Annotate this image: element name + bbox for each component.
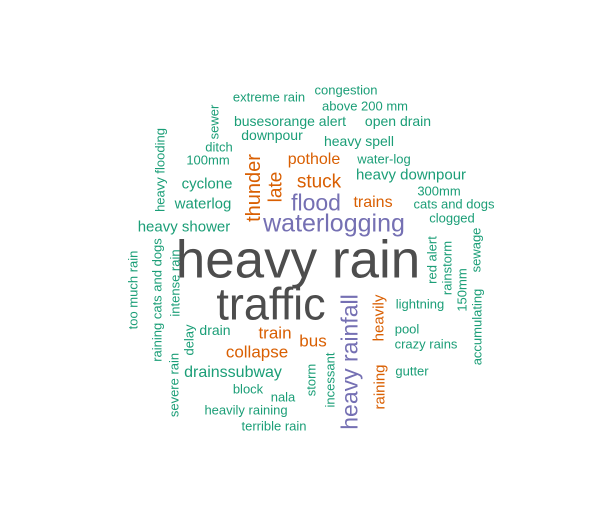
word-heavy-rain: heavy rain: [175, 230, 421, 290]
word-delay: delay: [181, 324, 197, 356]
word-train: train: [258, 323, 292, 343]
word-waterlog: waterlog: [174, 195, 232, 213]
word-waterlogging: waterlogging: [263, 209, 405, 238]
word-heavy-shower: heavy shower: [137, 218, 231, 236]
word-100mm: 100mm: [186, 152, 230, 168]
word-incessant: incessant: [322, 352, 338, 408]
word-severe-rain: severe rain: [166, 352, 182, 418]
word-raining: raining: [371, 364, 389, 410]
word-ditch: ditch: [205, 139, 233, 155]
word-raining-cats-and-dogs: raining cats and dogs: [149, 238, 165, 362]
word-water-log: water-log: [357, 151, 411, 167]
word-downpour: downpour: [241, 127, 303, 143]
word-too-much-rain: too much rain: [125, 250, 141, 330]
word-heavily-raining: heavily raining: [204, 402, 288, 418]
word-gutter: gutter: [395, 363, 429, 379]
word-late: late: [265, 171, 287, 203]
word-congestion: congestion: [314, 82, 378, 98]
word-bus: bus: [299, 331, 327, 351]
word-cats-and-dogs: cats and dogs: [413, 196, 495, 212]
word-crazy-rains: crazy rains: [394, 336, 458, 352]
word-block: block: [232, 381, 264, 397]
word-busesorange-alert: busesorange alert: [233, 113, 347, 129]
word-nala: nala: [270, 389, 296, 405]
word-300mm: 300mm: [417, 183, 461, 199]
word-terrible-rain: terrible rain: [241, 418, 307, 434]
word-storm: storm: [303, 363, 319, 397]
word-drain: drain: [199, 322, 231, 338]
word-rainstorm: rainstorm: [439, 240, 455, 296]
word-clogged: clogged: [429, 210, 475, 226]
word-flood: flood: [291, 189, 341, 216]
word-red-alert: red alert: [424, 236, 440, 284]
word-pool: pool: [394, 321, 420, 337]
word-above-200-mm: above 200 mm: [322, 98, 408, 114]
word-cyclone: cyclone: [181, 175, 233, 193]
word-heavy-flooding: heavy flooding: [152, 128, 168, 212]
word-sewage: sewage: [468, 227, 484, 273]
word-trains: trains: [353, 194, 393, 211]
word-collapse: collapse: [225, 342, 289, 362]
word-150mm: 150mm: [454, 268, 470, 312]
word-heavy-downpour: heavy downpour: [355, 166, 467, 184]
word-lightning: lightning: [395, 296, 445, 312]
word-heavily: heavily: [370, 294, 388, 342]
word-extreme-rain: extreme rain: [232, 89, 306, 105]
word-drainssubway: drainssubway: [184, 364, 282, 381]
word-traffic: traffic: [216, 278, 326, 330]
word-heavy-spell: heavy spell: [323, 133, 395, 149]
word-heavy-rainfall: heavy rainfall: [336, 294, 363, 430]
word-pothole: pothole: [287, 151, 341, 168]
word-intense-rain: intense rain: [167, 249, 183, 317]
word-sewer: sewer: [206, 104, 222, 140]
word-stuck: stuck: [296, 171, 342, 193]
word-thunder: thunder: [243, 154, 265, 222]
word-accumulating: accumulating: [469, 288, 485, 366]
word-open-drain: open drain: [364, 113, 432, 129]
